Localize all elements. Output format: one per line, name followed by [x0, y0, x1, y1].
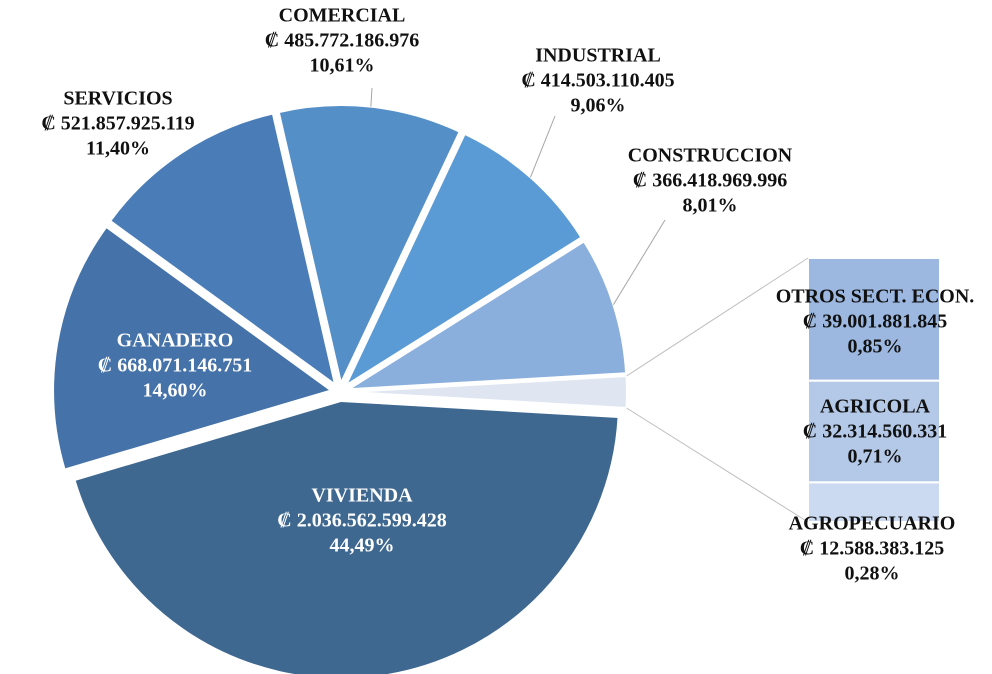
slice-label-name: VIVIENDA	[311, 485, 413, 507]
bar-segment	[807, 379, 941, 484]
slice-label-value: ₡ 521.857.925.119	[41, 113, 194, 135]
slice-label-percent: 9,06%	[571, 95, 626, 117]
connector	[626, 257, 809, 377]
slice-label-value: ₡ 32.314.560.331	[803, 421, 947, 443]
slice-label-percent: 11,40%	[86, 138, 150, 160]
slice-label-value: ₡ 12.588.383.125	[800, 538, 944, 560]
slice-label-percent: 0,28%	[845, 563, 900, 585]
pie-slice	[73, 399, 620, 674]
slice-label-value: ₡ 2.036.562.599.428	[277, 510, 446, 532]
slice-label-percent: 8,01%	[683, 195, 738, 217]
slice-label-value: ₡ 668.071.146.751	[98, 355, 252, 377]
pie-slice	[52, 225, 334, 471]
leader-line	[530, 115, 556, 178]
slice-label-name: INDUSTRIAL	[535, 45, 661, 67]
bar-segment	[807, 481, 941, 523]
pie-slice	[343, 132, 583, 388]
slice-label-name: CONSTRUCCION	[628, 145, 793, 167]
slice-label-percent: 0,71%	[848, 446, 903, 468]
slice-label-percent: 14,60%	[143, 380, 208, 402]
pie-slice	[108, 112, 337, 387]
bar-segment	[807, 257, 941, 382]
slice-label-percent: 0,85%	[848, 336, 903, 358]
leader-line	[370, 87, 373, 107]
pie-slice	[348, 374, 628, 410]
slice-label-name: COMERCIAL	[279, 5, 406, 27]
slice-label-name: SERVICIOS	[63, 88, 172, 110]
leader-line	[612, 219, 666, 305]
slice-label-percent: 44,49%	[330, 535, 395, 557]
slice-label-name: AGROPECUARIO	[789, 513, 956, 535]
slice-label-name: AGRICOLA	[820, 396, 931, 418]
slice-label-name: OTROS SECT. ECON.	[776, 286, 975, 308]
slice-label-value: ₡ 39.001.881.845	[803, 311, 947, 333]
slice-label-value: ₡ 485.772.186.976	[265, 30, 419, 52]
connector	[626, 407, 809, 523]
slice-label-value: ₡ 414.503.110.405	[521, 70, 674, 92]
slice-label-name: GANADERO	[117, 330, 234, 352]
slice-label-value: ₡ 366.418.969.996	[633, 170, 787, 192]
slice-label-percent: 10,61%	[310, 55, 375, 77]
pie-slice	[348, 240, 628, 391]
